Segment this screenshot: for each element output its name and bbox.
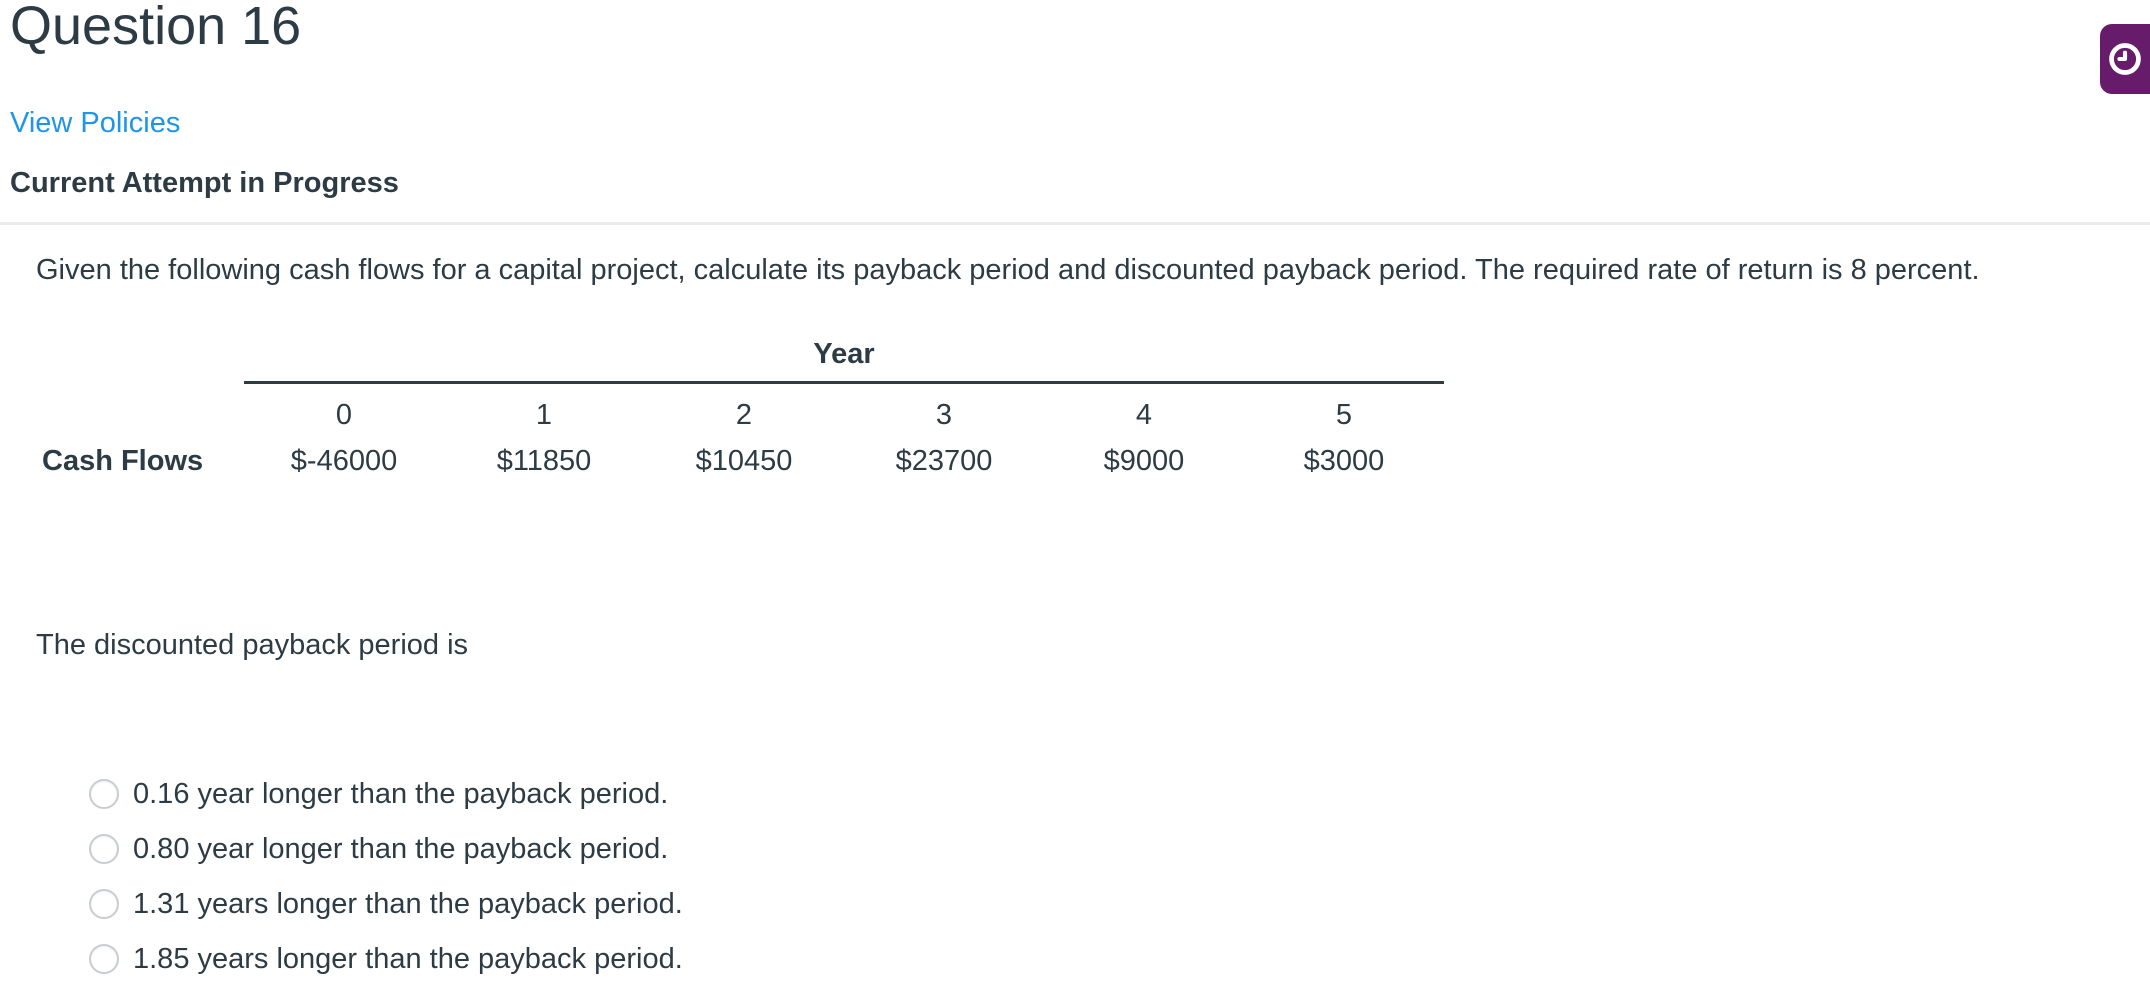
answer-option-3[interactable]: 1.31 years longer than the payback perio… (89, 887, 2150, 921)
cash-flow-cell: $11850 (496, 445, 592, 477)
radio-button[interactable] (89, 889, 119, 919)
option-label: 1.31 years longer than the payback perio… (133, 888, 683, 920)
cash-flow-cell: $3000 (1303, 445, 1385, 477)
year-cell: 3 (935, 399, 953, 431)
timer-button[interactable] (2100, 24, 2150, 94)
cash-flow-cell: $23700 (895, 445, 993, 477)
year-cell: 5 (1335, 399, 1353, 431)
cash-flow-cell: $10450 (695, 445, 793, 477)
cash-flows-label: Cash Flows (42, 445, 204, 477)
radio-button[interactable] (89, 834, 119, 864)
year-cell: 2 (735, 399, 753, 431)
year-cell: 0 (335, 399, 353, 431)
answer-option-4[interactable]: 1.85 years longer than the payback perio… (89, 942, 2150, 976)
table-header-year: Year (244, 337, 1444, 384)
answer-options: 0.16 year longer than the payback period… (36, 777, 2150, 976)
view-policies-link[interactable]: View Policies (10, 107, 181, 139)
attempt-status: Current Attempt in Progress (10, 167, 399, 199)
cash-flow-cell: $9000 (1103, 445, 1185, 477)
question-body: Given the following cash flows for a cap… (0, 253, 2150, 976)
radio-button[interactable] (89, 944, 119, 974)
option-label: 0.16 year longer than the payback period… (133, 778, 669, 810)
answer-option-1[interactable]: 0.16 year longer than the payback period… (89, 777, 2150, 811)
radio-button[interactable] (89, 779, 119, 809)
cashflow-table: Year 0 1 2 3 4 5 Cash Flows $-46000 $118… (36, 337, 2150, 478)
page-title: Question 16 (10, 0, 302, 56)
year-cell: 1 (535, 399, 553, 431)
cash-flow-cell: $-46000 (290, 445, 398, 477)
option-label: 1.85 years longer than the payback perio… (133, 943, 683, 975)
table-spacer (36, 384, 244, 432)
question-header: Question 16 View Policies Current Attemp… (0, 0, 2150, 200)
sub-prompt: The discounted payback period is (36, 629, 469, 661)
clock-icon (2109, 43, 2141, 75)
divider (0, 222, 2150, 225)
question-prompt: Given the following cash flows for a cap… (36, 254, 1980, 286)
answer-option-2[interactable]: 0.80 year longer than the payback period… (89, 832, 2150, 866)
year-cell: 4 (1135, 399, 1153, 431)
option-label: 0.80 year longer than the payback period… (133, 833, 669, 865)
